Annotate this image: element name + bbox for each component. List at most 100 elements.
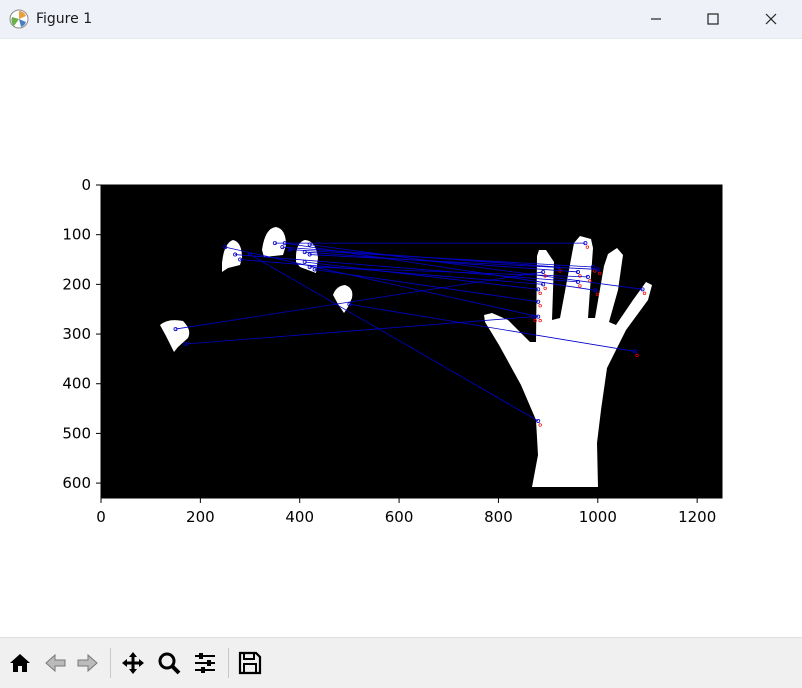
match-point xyxy=(248,252,253,257)
keypoint xyxy=(595,292,599,296)
match-line xyxy=(349,303,636,352)
match-point xyxy=(541,282,546,287)
match-line xyxy=(240,259,544,285)
floppy-disk-icon xyxy=(238,651,262,675)
fingertip-2 xyxy=(222,240,242,272)
match-point xyxy=(536,299,541,304)
match-point xyxy=(302,250,307,255)
match-point xyxy=(590,264,595,269)
save-button[interactable] xyxy=(235,648,265,678)
x-tick-label: 600 xyxy=(385,508,414,526)
window-titlebar: Figure 1 xyxy=(0,0,802,39)
close-button[interactable] xyxy=(742,0,800,38)
match-point xyxy=(536,418,541,423)
x-tick-label: 1200 xyxy=(678,508,716,526)
match-line xyxy=(175,271,544,330)
y-tick-label: 200 xyxy=(62,275,91,293)
home-icon xyxy=(10,654,30,672)
match-lines xyxy=(173,241,647,427)
match-line xyxy=(314,269,539,303)
keypoint xyxy=(578,284,582,288)
move-icon xyxy=(122,652,144,674)
y-axis-ticks: 0 100 200 300 400 500 600 xyxy=(62,176,101,492)
keypoint xyxy=(538,291,542,295)
match-line xyxy=(185,316,534,345)
pan-button[interactable] xyxy=(118,648,148,678)
magnifier-icon xyxy=(158,652,181,675)
fingertip-5 xyxy=(333,285,353,313)
match-point xyxy=(173,327,178,332)
figure-canvas[interactable]: 0 200 400 600 800 1000 1200 0 100 200 300 400 500 60… xyxy=(0,39,802,637)
window-title: Figure 1 xyxy=(36,11,93,27)
match-line xyxy=(309,254,598,270)
axes-border xyxy=(100,184,723,499)
close-icon xyxy=(765,13,777,25)
match-point xyxy=(640,287,645,292)
navigation-toolbar xyxy=(0,637,802,688)
maximize-button[interactable] xyxy=(684,0,742,38)
match-point xyxy=(536,314,541,319)
hand-shape xyxy=(484,236,652,487)
match-line xyxy=(249,254,539,422)
arrow-right-icon xyxy=(77,653,98,673)
x-tick-label: 0 xyxy=(96,508,106,526)
keypoint xyxy=(635,353,639,358)
forward-button[interactable] xyxy=(72,648,102,678)
matplotlib-figure-icon xyxy=(9,9,29,29)
match-line xyxy=(225,246,539,318)
match-point xyxy=(312,267,317,272)
match-point xyxy=(282,241,287,246)
zoom-button[interactable] xyxy=(154,648,184,678)
match-point xyxy=(536,287,541,292)
home-button[interactable] xyxy=(5,648,35,678)
match-point xyxy=(575,279,580,284)
toolbar-separator xyxy=(228,648,229,678)
match-point xyxy=(633,349,638,354)
match-point xyxy=(223,245,228,250)
match-point xyxy=(287,247,292,252)
image-axes xyxy=(101,185,722,498)
keypoint xyxy=(543,286,547,291)
x-tick-label: 1000 xyxy=(579,508,617,526)
match-point xyxy=(541,269,546,274)
match-point xyxy=(575,269,580,274)
x-axis-ticks: 0 200 400 600 800 1000 1200 xyxy=(96,498,716,526)
match-point xyxy=(183,341,188,346)
x-tick-label: 800 xyxy=(484,508,513,526)
match-line xyxy=(304,261,539,290)
match-point xyxy=(583,241,588,246)
match-point xyxy=(307,252,312,257)
match-point xyxy=(307,242,312,247)
configure-subplots-button[interactable] xyxy=(190,648,220,678)
match-point xyxy=(238,257,243,262)
match-line xyxy=(309,244,643,290)
x-tick-label: 400 xyxy=(285,508,314,526)
sliders-icon xyxy=(195,653,215,673)
minimize-icon xyxy=(651,18,661,20)
x-tick-label: 200 xyxy=(186,508,215,526)
y-tick-label: 400 xyxy=(62,375,91,393)
match-point xyxy=(272,241,277,246)
minimize-button[interactable] xyxy=(627,0,685,38)
keypoint xyxy=(642,291,647,295)
keypoint xyxy=(533,319,537,323)
match-point xyxy=(595,267,600,272)
match-point xyxy=(280,245,285,250)
y-tick-label: 500 xyxy=(62,424,91,442)
y-tick-label: 0 xyxy=(81,176,91,194)
back-button[interactable] xyxy=(41,648,71,678)
keypoint xyxy=(578,274,582,278)
y-tick-label: 100 xyxy=(62,226,91,244)
match-point xyxy=(593,288,598,293)
plot-svg: 0 200 400 600 800 1000 1200 0 100 200 300 400 500 60… xyxy=(62,176,723,526)
arrow-left-icon xyxy=(45,653,66,673)
keypoint xyxy=(538,304,542,308)
match-point xyxy=(233,252,238,257)
keypoint xyxy=(585,245,590,249)
y-tick-label: 600 xyxy=(62,474,91,492)
keypoint xyxy=(538,423,542,427)
axes-frame xyxy=(100,184,723,499)
match-line xyxy=(289,249,593,268)
maximize-icon xyxy=(707,13,719,25)
match-point xyxy=(531,314,536,319)
